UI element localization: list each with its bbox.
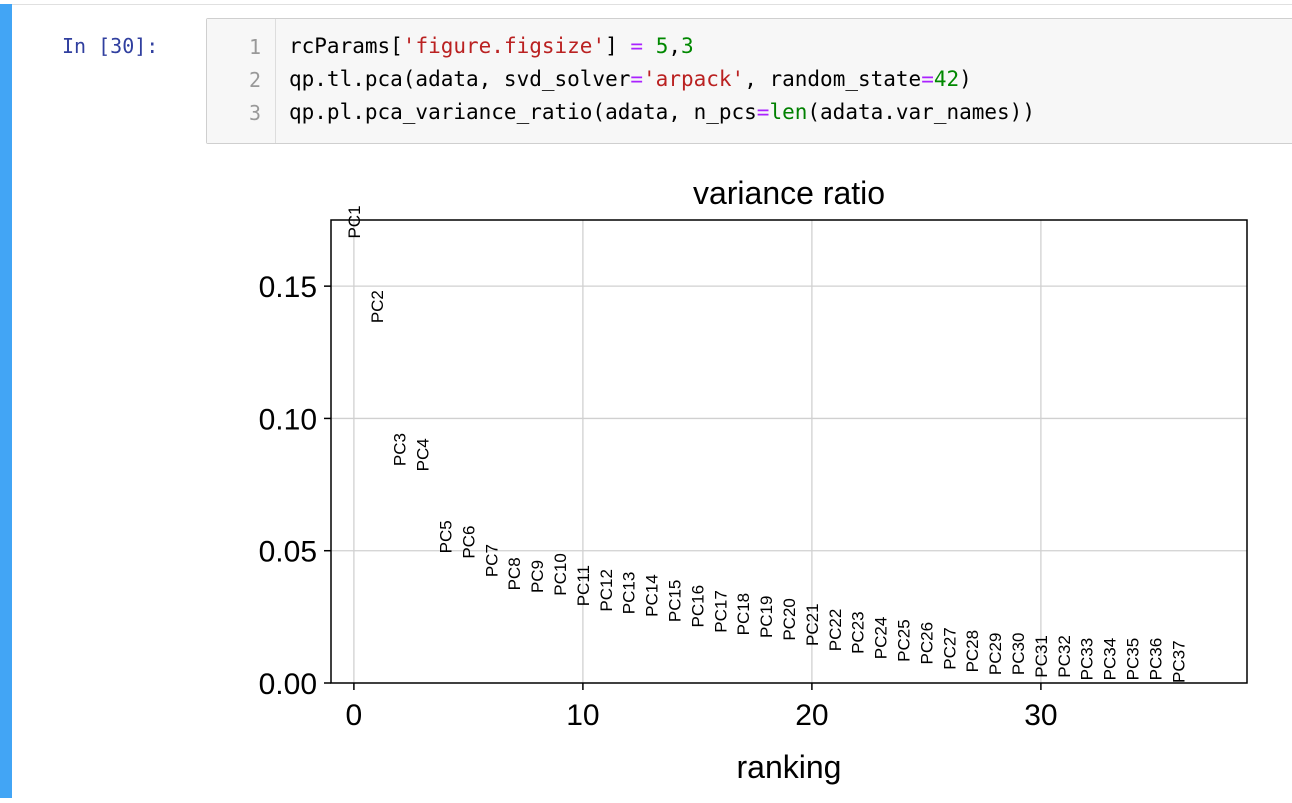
pc-point-label: PC6 — [459, 526, 478, 559]
operator-token: = — [921, 67, 934, 91]
pc-point-label: PC37 — [1169, 640, 1188, 683]
y-tick-label: 0.00 — [259, 668, 317, 701]
code-token: qp.pl.pca_variance_ratio(adata, n_pcs — [289, 100, 757, 124]
code-token: ) — [959, 67, 972, 91]
y-tick-label: 0.10 — [259, 403, 317, 436]
operator-token: = — [630, 34, 644, 58]
input-prompt: In [30]: — [62, 34, 159, 58]
pc-point-label: PC24 — [872, 617, 891, 660]
line-number-gutter: 1 2 3 — [207, 19, 276, 143]
line-number: 1 — [248, 35, 261, 59]
pc-point-label: PC3 — [391, 433, 410, 466]
pc-point-label: PC33 — [1078, 638, 1097, 681]
line-number: 2 — [248, 68, 261, 92]
pc-point-label: PC12 — [597, 569, 616, 612]
pc-point-label: PC32 — [1055, 635, 1074, 678]
line-number: 3 — [248, 101, 261, 125]
x-tick-label: 10 — [566, 699, 599, 732]
pc-point-label: PC1 — [345, 205, 364, 238]
number-token: 5 — [655, 34, 669, 58]
number-token: 3 — [681, 34, 694, 58]
pc-point-label: PC30 — [1009, 633, 1028, 676]
pc-point-label: PC21 — [803, 603, 822, 646]
string-token: 'arpack' — [643, 67, 745, 91]
operator-token: = — [630, 67, 644, 91]
code-line-3[interactable]: qp.pl.pca_variance_ratio(adata, n_pcs=le… — [289, 100, 1035, 124]
pc-point-label: PC10 — [551, 553, 570, 596]
pc-point-label: PC34 — [1101, 638, 1120, 681]
y-tick-label: 0.15 — [259, 271, 317, 304]
x-tick-label: 30 — [1024, 699, 1057, 732]
chart-title: variance ratio — [693, 175, 885, 211]
axis-ticks: 0 10 20 30 0.00 0.05 0.10 0.15 — [259, 271, 1058, 732]
selected-cell-indicator — [0, 4, 12, 798]
code-line-1[interactable]: rcParams['figure.figsize'] = 5,3 — [289, 34, 694, 58]
code-line-2[interactable]: qp.tl.pca(adata, svd_solver='arpack', ra… — [289, 67, 972, 91]
pc-point-label: PC8 — [505, 557, 524, 590]
plot-frame — [330, 219, 1248, 684]
x-tick-label: 0 — [346, 699, 363, 732]
pc-point-label: PC28 — [963, 630, 982, 673]
pc-point-label: PC2 — [368, 290, 387, 323]
pc-point-label: PC35 — [1124, 638, 1143, 681]
pc-point-label: PC25 — [895, 619, 914, 662]
code-token: ] — [605, 34, 631, 58]
pc-point-label: PC9 — [528, 560, 547, 593]
pc-point-label: PC29 — [986, 633, 1005, 676]
code-token: rcParams[ — [289, 34, 403, 58]
pc-point-label: PC27 — [940, 627, 959, 670]
string-token: 'figure.figsize' — [402, 34, 606, 58]
code-token: (adata.var_names)) — [807, 100, 1035, 124]
pc-point-label: PC5 — [437, 520, 456, 553]
x-tick-label: 20 — [795, 699, 828, 732]
pc-point-label: PC4 — [414, 438, 433, 471]
pc-point-label: PC36 — [1146, 638, 1165, 681]
pc-point-label: PC15 — [666, 580, 685, 623]
code-token — [643, 34, 656, 58]
cell-output: PC1 PC2 PC3 PC4 PC5 PC6 PC7 PC8 PC9 PC10 PC11 PC12 P… — [206, 160, 1292, 798]
pc-point-label: PC13 — [620, 572, 639, 615]
pc-point-label: PC20 — [780, 598, 799, 641]
code-editor[interactable]: 1 2 3 rcParams['figure.figsize'] = 5,3 q… — [206, 18, 1292, 144]
pc-point-label: PC19 — [757, 595, 776, 638]
code-token: , — [668, 34, 682, 58]
code-token: , random_state — [744, 67, 922, 91]
pc-point-label: PC18 — [734, 593, 753, 636]
pc-point-label: PC16 — [688, 585, 707, 628]
code-token: qp.tl.pca(adata, svd_solver — [289, 67, 631, 91]
number-token: 42 — [933, 67, 960, 91]
builtin-token: len — [769, 100, 808, 124]
pc-point-label: PC26 — [917, 622, 936, 665]
y-tick-label: 0.05 — [259, 536, 317, 569]
pc-point-label: PC22 — [826, 609, 845, 652]
pc-point-label: PC11 — [574, 565, 593, 606]
operator-token: = — [756, 100, 770, 124]
pc-point-label: PC14 — [643, 574, 662, 617]
grid-lines — [331, 220, 1247, 683]
pc-point-label: PC23 — [849, 611, 868, 654]
x-axis-label: ranking — [737, 749, 842, 785]
pc-point-label: PC7 — [482, 544, 501, 577]
pc-point-label: PC17 — [711, 590, 730, 633]
top-divider — [0, 0, 1292, 5]
pc-point-label: PC31 — [1032, 635, 1051, 678]
